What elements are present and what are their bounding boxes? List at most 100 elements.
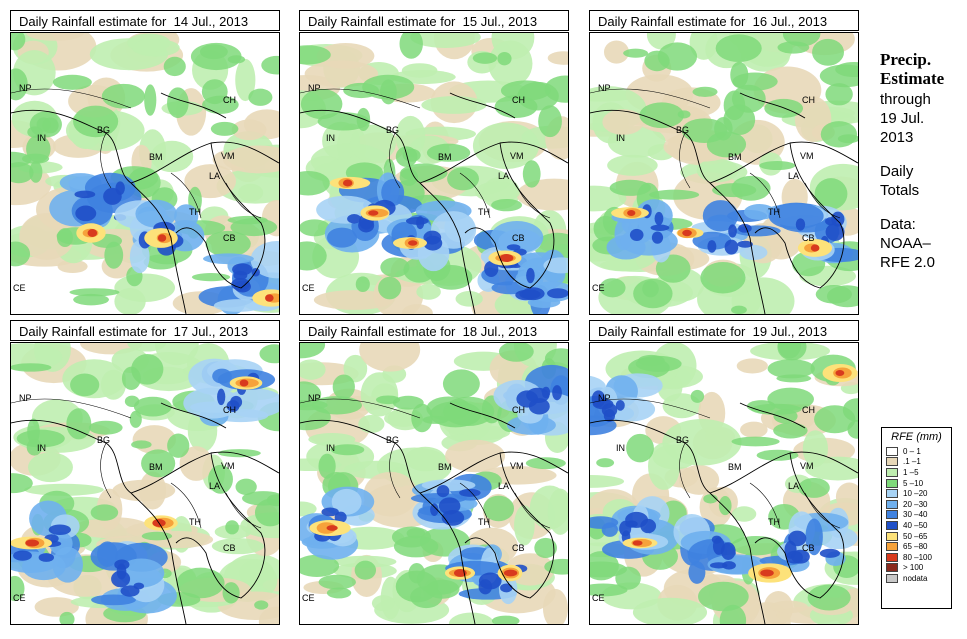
rain-cell: [795, 218, 806, 231]
legend-item: > 100: [886, 563, 947, 574]
country-label-vm: VM: [800, 461, 814, 471]
rain-cell: [526, 267, 535, 284]
rain-cell: [217, 388, 226, 406]
rain-cell: [59, 611, 75, 624]
rain-cell: [167, 433, 190, 458]
rain-cell: [349, 124, 396, 163]
legend-swatch: [886, 563, 898, 573]
legend-item: 80 –100: [886, 552, 947, 563]
rain-cell: [831, 211, 845, 227]
rain-cell: [399, 33, 423, 59]
rain-cell: [326, 525, 338, 531]
rain-cell: [807, 584, 851, 611]
country-label-bm: BM: [438, 152, 452, 162]
rain-cell: [773, 422, 808, 439]
rain-cell: [11, 241, 31, 267]
rain-cell: [651, 231, 664, 244]
rain-cell: [637, 354, 665, 367]
rain-cell: [300, 45, 331, 65]
rain-cell: [300, 501, 317, 517]
country-label-np: NP: [598, 393, 611, 403]
rain-cell: [654, 211, 664, 226]
rain-cell: [542, 588, 568, 624]
rain-cell: [141, 449, 176, 478]
rain-cell: [773, 408, 798, 424]
rain-cell: [342, 179, 353, 187]
country-borders: [300, 402, 568, 624]
rain-cell: [254, 498, 279, 527]
rain-cell: [648, 442, 680, 490]
panel-14jul: Daily Rainfall estimate for 14 Jul., 201…: [10, 10, 282, 315]
rain-cell: [650, 224, 670, 231]
legend-item: 65 –80: [886, 541, 947, 552]
rain-cell: [491, 198, 523, 212]
rain-cell: [448, 612, 495, 624]
rain-cell: [131, 440, 152, 449]
rain-cell: [472, 122, 540, 170]
rain-cell: [227, 215, 268, 225]
rain-cell: [248, 88, 273, 106]
panel-title: Daily Rainfall estimate for 14 Jul., 201…: [10, 10, 280, 31]
rain-cell: [21, 153, 50, 164]
rain-cell: [484, 260, 499, 277]
rain-cell: [506, 244, 521, 251]
rain-cell: [820, 121, 858, 148]
country-label-ce: CE: [592, 283, 605, 293]
rain-cell: [311, 396, 362, 415]
rain-cell: [141, 531, 173, 541]
legend-swatch: [886, 467, 898, 477]
rain-cell: [810, 244, 820, 252]
rain-cell: [239, 379, 249, 387]
rain-cell: [103, 187, 122, 205]
internal-borders: [590, 88, 841, 219]
country-label-th: TH: [189, 517, 201, 527]
country-label-bm: BM: [728, 152, 742, 162]
legend-label: .1 –1: [903, 457, 921, 467]
legend-label: 65 –80: [903, 542, 928, 552]
rain-cell: [724, 239, 739, 255]
rain-cell: [743, 203, 776, 220]
rain-cell: [191, 273, 231, 282]
legend-item: 5 –10: [886, 478, 947, 489]
country-label-cb: CB: [512, 543, 525, 553]
rain-cell: [629, 228, 644, 241]
rain-cell: [591, 390, 606, 408]
rain-cell: [731, 506, 757, 522]
rain-cell: [688, 561, 706, 584]
rain-cell: [259, 344, 279, 364]
rain-cell: [835, 370, 845, 376]
rain-cell: [300, 400, 328, 411]
rain-cell: [715, 34, 762, 63]
rain-cell: [731, 277, 795, 314]
rain-cell: [300, 219, 331, 237]
rain-cell: [91, 594, 136, 606]
rainfall-map: NP CH IN BG BM VM LA TH CB CE: [10, 342, 280, 625]
legend-swatch: [886, 489, 898, 499]
rain-cell: [201, 79, 228, 105]
country-label-vm: VM: [221, 461, 235, 471]
rain-cell: [300, 241, 327, 271]
country-label-ch: CH: [223, 95, 236, 105]
rain-cell: [331, 488, 362, 515]
rain-cell: [233, 270, 248, 280]
rain-cell: [723, 90, 746, 121]
rain-cell: [767, 387, 814, 411]
internal-borders: [300, 398, 551, 529]
legend-item: 1 –5: [886, 467, 947, 478]
country-label-cb: CB: [223, 233, 236, 243]
rain-cell: [66, 408, 92, 440]
panel-title: Daily Rainfall estimate for 16 Jul., 201…: [589, 10, 859, 31]
rain-cell: [731, 535, 782, 556]
rain-cell: [38, 553, 55, 562]
rain-cell: [491, 615, 520, 624]
legend-swatch: [886, 552, 898, 562]
country-label-th: TH: [768, 207, 780, 217]
rain-cell: [602, 109, 644, 135]
rain-cell: [590, 561, 627, 578]
rain-cell: [210, 121, 239, 136]
rain-cell: [208, 464, 233, 494]
rain-cell: [812, 38, 845, 66]
rain-cell: [447, 167, 479, 191]
